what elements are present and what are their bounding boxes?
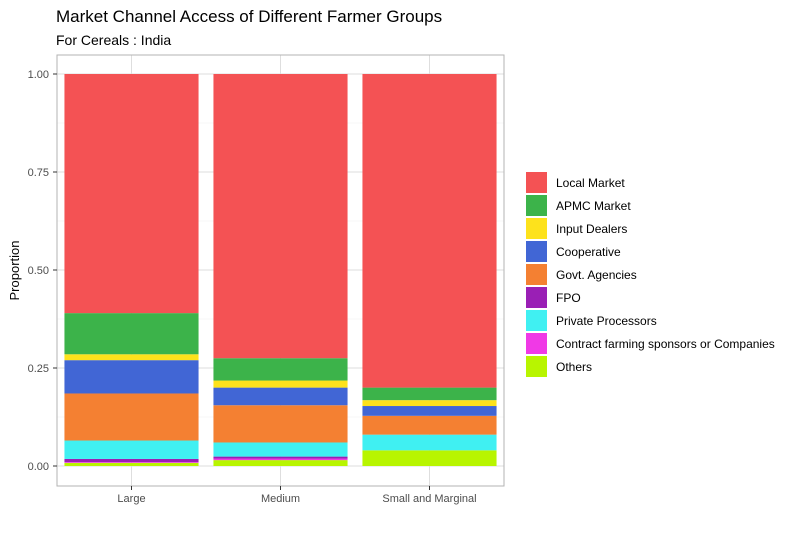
bar-segment-others <box>213 460 348 466</box>
bar-segment-contract-farming-sponsors-or-companies <box>213 458 348 461</box>
bar-segment-others <box>64 462 199 466</box>
y-tick-label: 0.50 <box>28 265 49 277</box>
legend-label-private-processors: Private Processors <box>556 314 657 328</box>
y-tick-label: 0.75 <box>28 167 49 179</box>
legend-label-input-dealers: Input Dealers <box>556 222 627 236</box>
x-tick-label: Large <box>117 493 145 505</box>
bar-segment-contract-farming-sponsors-or-companies <box>64 462 199 463</box>
legend-key-local-market <box>526 172 547 193</box>
y-tick-label: 0.00 <box>28 461 49 473</box>
bar-segment-govt-agencies <box>362 415 497 435</box>
bar-segment-local-market <box>213 74 348 359</box>
legend-key-input-dealers <box>526 218 547 239</box>
bar-segment-cooperative <box>213 387 348 406</box>
chart-title: Market Channel Access of Different Farme… <box>56 7 442 26</box>
y-tick-label: 1.00 <box>28 69 49 81</box>
legend-label-apmc-market: APMC Market <box>556 199 631 213</box>
x-tick-label: Medium <box>261 493 300 505</box>
bar-segment-fpo <box>213 456 348 459</box>
bar-segment-govt-agencies <box>64 393 199 441</box>
bar-segment-cooperative <box>64 360 199 394</box>
bar-segment-input-dealers <box>362 400 497 407</box>
legend-label-fpo: FPO <box>556 291 581 305</box>
legend-key-apmc-market <box>526 195 547 216</box>
legend: Local Market APMC Market Input Dealers Coop… <box>526 172 775 377</box>
bar-segment-private-processors <box>213 442 348 457</box>
chart-subtitle: For Cereals : India <box>56 32 171 48</box>
legend-label-others: Others <box>556 360 592 374</box>
bar-segment-local-market <box>362 74 497 388</box>
legend-key-contract-farming-sponsors-or-companies <box>526 333 547 354</box>
bar-segment-cooperative <box>362 406 497 416</box>
legend-label-contract-farming-sponsors-or-companies: Contract farming sponsors or Companies <box>556 337 775 351</box>
legend-key-cooperative <box>526 241 547 262</box>
y-axis: 0.00 0.25 0.50 0.75 1.00 <box>28 69 57 473</box>
bar-segment-fpo <box>64 458 199 463</box>
bar-segment-govt-agencies <box>213 405 348 443</box>
y-tick-label: 0.25 <box>28 363 49 375</box>
bar-segment-apmc-market <box>362 387 497 401</box>
legend-label-govt-agencies: Govt. Agencies <box>556 268 637 282</box>
bar-segment-apmc-market <box>64 313 199 355</box>
bar-segment-others <box>362 450 497 466</box>
legend-key-private-processors <box>526 310 547 331</box>
legend-label-cooperative: Cooperative <box>556 245 621 259</box>
legend-key-govt-agencies <box>526 264 547 285</box>
bar-segment-private-processors <box>64 440 199 459</box>
bars <box>64 74 497 466</box>
bar-segment-input-dealers <box>64 354 199 361</box>
legend-label-local-market: Local Market <box>556 176 625 190</box>
legend-key-others <box>526 356 547 377</box>
y-axis-label: Proportion <box>7 241 22 301</box>
legend-key-fpo <box>526 287 547 308</box>
bar-segment-local-market <box>64 74 199 314</box>
bar-segment-apmc-market <box>213 358 348 381</box>
bar-segment-private-processors <box>362 434 497 451</box>
bar-segment-input-dealers <box>213 380 348 388</box>
x-axis: Large Medium Small and Marginal <box>117 486 477 505</box>
x-tick-label: Small and Marginal <box>382 493 476 505</box>
